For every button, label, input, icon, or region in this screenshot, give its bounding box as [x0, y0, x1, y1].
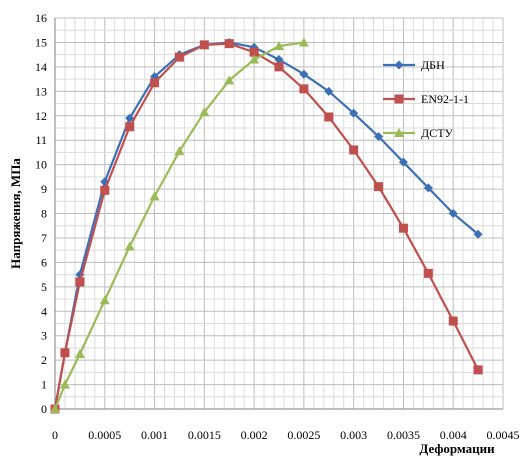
data-point [298, 37, 309, 47]
data-point [174, 52, 184, 62]
data-point [74, 349, 85, 359]
data-point [125, 113, 135, 123]
data-point [423, 183, 433, 193]
data-point [448, 209, 458, 218]
x-tick-label: 0 [52, 428, 58, 442]
y-tick-label: 7 [41, 231, 47, 245]
data-point [473, 365, 483, 375]
series-layer [50, 37, 483, 414]
y-tick-label: 5 [41, 280, 47, 294]
y-tick-label: 13 [35, 84, 47, 98]
series-3 [50, 37, 309, 413]
data-point [50, 404, 60, 413]
legend-item: EN92-1-1 [383, 92, 469, 106]
x-tick-label: 0.003 [340, 428, 367, 442]
data-point [124, 241, 135, 251]
x-tick-label: 0.0015 [188, 428, 221, 442]
y-tick-label: 2 [41, 353, 47, 367]
data-point [274, 62, 284, 72]
data-point [224, 39, 234, 49]
legend-label: ДБН [421, 58, 445, 72]
data-point [249, 47, 259, 57]
data-point [174, 146, 185, 156]
y-tick-label: 14 [35, 60, 47, 74]
data-point [398, 157, 408, 167]
legend-item: ДБН [383, 58, 445, 72]
data-point [448, 316, 458, 326]
data-point [349, 145, 359, 155]
series-2 [50, 39, 483, 414]
data-point [324, 112, 334, 122]
y-tick-label: 0 [41, 402, 47, 416]
x-tick-label: 0.002 [241, 428, 268, 442]
y-tick-label: 1 [41, 378, 47, 392]
data-point [59, 379, 70, 389]
y-tick-label: 8 [41, 207, 47, 221]
data-point [125, 122, 135, 132]
data-point [274, 41, 284, 51]
data-point [75, 277, 85, 287]
legend-marker [394, 60, 404, 70]
data-point [149, 191, 160, 201]
x-tick-label: 0.0045 [487, 428, 520, 442]
y-tick-label: 15 [35, 35, 47, 49]
y-tick-label: 12 [35, 109, 47, 123]
legend-marker [394, 128, 404, 137]
data-point [199, 107, 210, 117]
data-point [274, 55, 284, 65]
data-point [299, 69, 309, 79]
legend-label: EN92-1-1 [421, 92, 469, 106]
legend-marker [394, 94, 404, 104]
data-point [249, 54, 260, 64]
data-point [199, 40, 209, 50]
y-tick-label: 10 [35, 158, 47, 172]
legend-label: ДСТУ [421, 126, 454, 140]
y-tick-label: 4 [41, 304, 47, 318]
y-tick-label: 9 [41, 182, 47, 196]
data-point [100, 185, 110, 195]
data-point [374, 182, 384, 192]
data-point [60, 348, 70, 358]
grid [54, 17, 504, 410]
y-tick-label: 3 [41, 329, 47, 343]
data-point [150, 78, 160, 88]
data-point [299, 84, 309, 94]
y-tick-label: 11 [35, 133, 47, 147]
axes [54, 18, 503, 410]
y-tick-label: 16 [35, 11, 47, 25]
x-tick-label: 0.001 [141, 428, 168, 442]
data-point [224, 75, 235, 85]
data-point [324, 86, 334, 96]
legend-item: ДСТУ [383, 126, 454, 140]
data-point [349, 108, 359, 118]
x-tick-label: 0.0035 [387, 428, 420, 442]
y-axis-label: Напряжения, МПа [8, 158, 23, 269]
data-point [99, 295, 110, 305]
data-point [423, 268, 433, 278]
data-point [473, 229, 483, 239]
series-line [53, 41, 305, 410]
data-point [398, 223, 408, 233]
x-axis-label: Деформации [419, 441, 495, 456]
data-point [374, 132, 384, 142]
legend: ДБН EN92-1-1 ДСТУ [383, 58, 469, 140]
x-tick-label: 0.004 [440, 428, 467, 442]
x-tick-label: 0.0025 [287, 428, 320, 442]
y-tick-label: 6 [41, 255, 47, 269]
x-tick-label: 0.0005 [88, 428, 121, 442]
